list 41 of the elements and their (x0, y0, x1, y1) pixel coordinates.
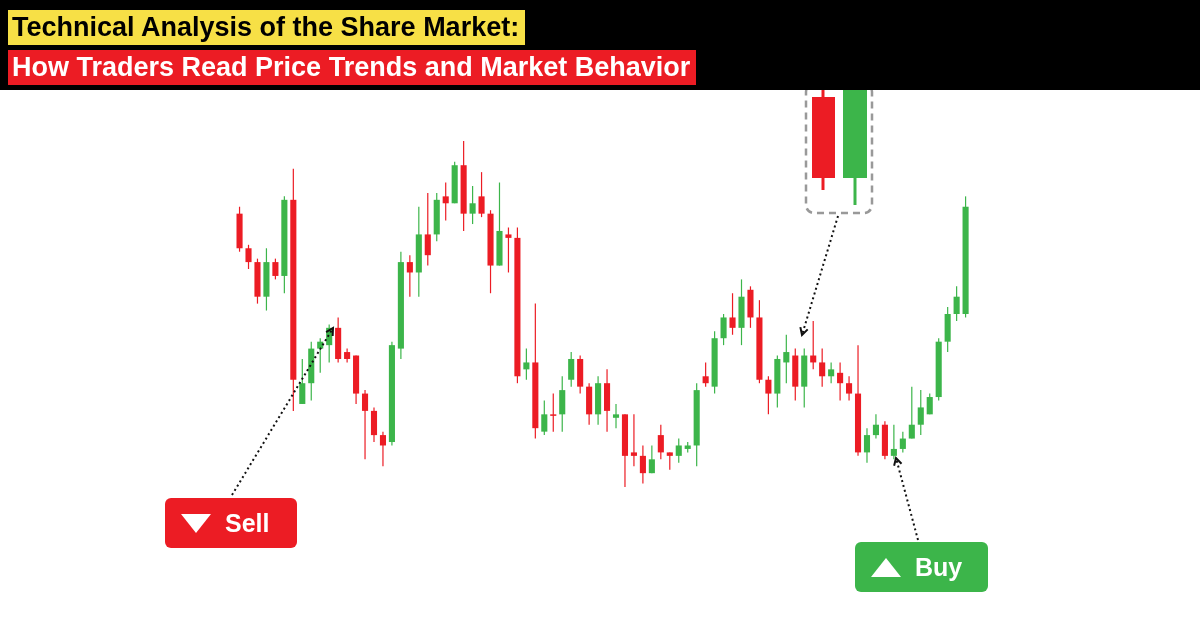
candlestick (272, 258, 279, 280)
candlestick (550, 392, 557, 433)
candlestick (523, 348, 530, 381)
text: Buy (915, 553, 963, 581)
candlestick (568, 351, 575, 388)
candlestick (917, 389, 924, 436)
candlestick (908, 386, 915, 440)
candlestick (657, 424, 664, 460)
candlestick (245, 244, 252, 270)
candlestick (379, 431, 387, 467)
text: Sell (225, 509, 270, 537)
candlestick (630, 413, 637, 467)
candlestick (648, 444, 655, 474)
candlestick (783, 334, 790, 384)
candlestick (299, 358, 306, 405)
candlestick (702, 361, 709, 388)
candlestick (846, 375, 853, 402)
chart-title: Technical Analysis of the Share Market: (8, 10, 526, 45)
candlestick (424, 192, 431, 267)
candlestick (765, 375, 772, 415)
candlestick (478, 171, 485, 218)
candlestick (406, 254, 413, 298)
candlestick (541, 399, 548, 436)
candlestick (828, 361, 835, 384)
candlestick (819, 348, 826, 388)
candlestick (675, 437, 682, 464)
candlestick (729, 292, 736, 336)
chart-subtitle: How Traders Read Price Trends and Market Behavior (8, 50, 697, 85)
candlestick (361, 389, 369, 460)
candlestick (953, 285, 960, 322)
candlestick (872, 413, 879, 440)
candlestick (442, 181, 449, 222)
candlestick (863, 427, 871, 464)
candlestick (469, 185, 476, 225)
candlestick (639, 444, 646, 485)
candlestick (890, 424, 897, 460)
candlestick (720, 313, 727, 346)
candlestick (505, 226, 512, 274)
candlestick (899, 431, 906, 453)
candlestick (837, 361, 844, 402)
candlestick (612, 403, 620, 429)
